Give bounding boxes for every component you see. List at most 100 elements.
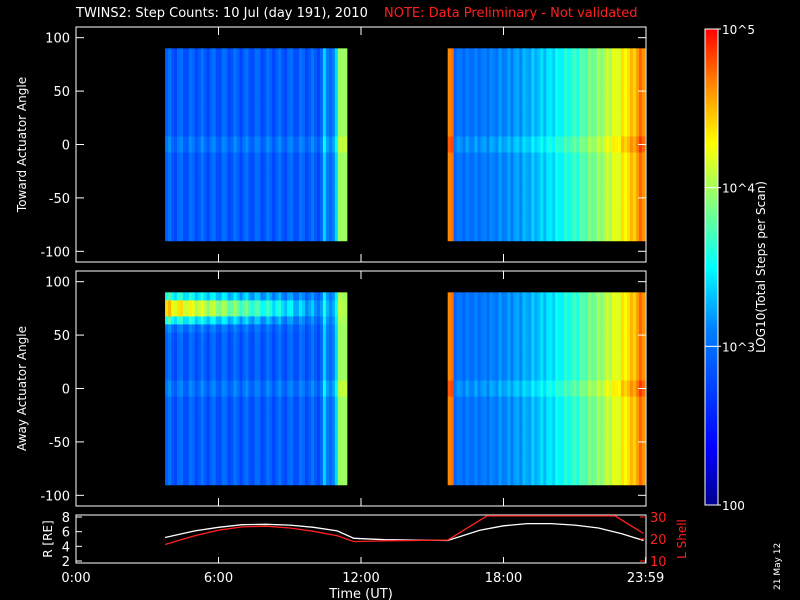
heatmap-cell [281,300,285,309]
heatmap-cell [266,120,270,130]
heatmap-cell [290,72,294,82]
heatmap-cell [343,96,348,106]
heatmap-cell [504,72,509,82]
heatmap-cell [528,56,532,65]
heatmap-cell [194,404,199,414]
heatmap-cell [227,152,232,162]
heatmap-cell [492,200,497,210]
heatmap-cell [251,128,256,138]
heatmap-cell [233,300,238,309]
heatmap-cell [176,208,181,218]
heatmap-cell [591,80,595,90]
heatmap-cell [564,88,568,98]
heatmap-cell [597,144,601,154]
heatmap-cell [579,112,583,122]
heatmap-cell [316,64,321,73]
heatmap-cell [480,56,485,65]
heatmap-cell [287,216,291,226]
heatmap-cell [251,104,256,114]
heatmap-cell [212,308,217,317]
heatmap-cell [465,144,470,154]
heatmap-cell [468,444,473,454]
heatmap-cell [474,428,479,438]
heatmap-cell [236,184,241,194]
heatmap-cell [239,176,244,186]
heatmap-cell [302,88,306,98]
heatmap-cell [495,332,500,342]
heatmap-cell [322,316,327,326]
heatmap-cell [299,332,303,342]
heatmap-cell [474,64,479,73]
heatmap-cell [638,80,643,90]
heatmap-cell [191,72,196,82]
heatmap-cell [334,300,339,309]
heatmap-cell [302,460,306,470]
heatmap-cell [528,160,532,170]
heatmap-cell [305,64,309,73]
heatmap-cell [239,136,244,146]
heatmap-cell [203,80,208,90]
heatmap-cell [588,216,592,226]
heatmap-cell [251,436,256,446]
heatmap-cell [233,364,238,374]
heatmap-cell [495,420,500,430]
heatmap-cell [218,428,223,438]
heatmap-cell [313,192,318,202]
heatmap-cell [474,372,479,382]
heatmap-cell [209,120,214,130]
heatmap-cell [293,136,297,146]
heatmap-cell [325,48,330,57]
heatmap-cell [191,232,196,242]
heatmap-cell [462,96,467,106]
heatmap-cell [311,300,315,309]
heatmap-cell [456,80,461,90]
heatmap-cell [230,120,235,130]
heatmap-cell [227,200,232,210]
heatmap-cell [334,64,339,73]
heatmap-cell [471,348,476,358]
heatmap-cell [313,128,318,138]
heatmap-cell [594,232,598,242]
heatmap-cell [257,88,261,98]
heatmap-cell [540,136,544,146]
heatmap-cell [230,340,235,350]
heatmap-cell [299,324,303,334]
heatmap-cell [459,192,464,202]
heatmap-cell [477,112,482,122]
heatmap-cell [242,136,247,146]
heatmap-cell [620,152,625,162]
heatmap-cell [302,356,306,366]
heatmap-cell [447,232,452,242]
heatmap-cell [450,160,455,170]
heatmap-cell [174,300,178,309]
heatmap-cell [459,404,464,414]
heatmap-cell [197,388,202,398]
heatmap-cell [287,112,291,122]
heatmap-cell [248,144,253,154]
heatmap-cell [174,396,178,406]
heatmap-cell [206,192,211,202]
heatmap-cell [176,388,181,398]
heatmap-cell [182,468,187,478]
heatmap-cell [302,168,306,178]
heatmap-cell [188,340,193,350]
heatmap-cell [513,160,517,170]
heatmap-cell [251,80,256,90]
heatmap-cell [269,128,273,138]
heatmap-cell [591,104,595,114]
heatmap-cell [227,224,232,234]
heatmap-cell [620,160,625,170]
heatmap-cell [168,452,172,462]
heatmap-cell [197,232,202,242]
heatmap-cell [165,104,169,114]
heatmap-cell [287,420,291,430]
heatmap-cell [331,428,336,438]
heatmap-cell [474,388,479,398]
heatmap-cell [209,468,214,478]
heatmap-cell [233,192,238,202]
heatmap-cell [340,144,345,154]
heatmap-cell [573,184,577,194]
heatmap-cell [194,476,199,486]
heatmap-cell [597,224,601,234]
heatmap-cell [248,428,253,438]
